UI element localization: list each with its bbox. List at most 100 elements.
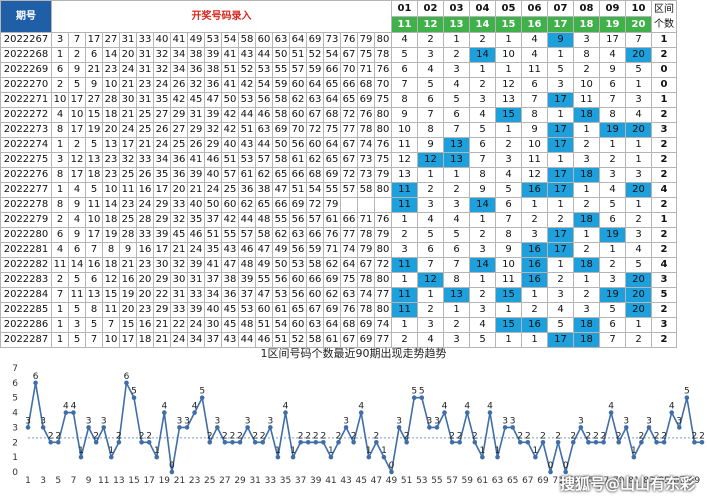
zone-cell: 1 [573,227,600,243]
draw-number-cell: 29 [204,137,222,153]
zone-subheader-1: 11 [391,16,418,33]
data-point [411,395,417,401]
zone-cell: 11 [391,257,418,273]
data-point [616,439,621,445]
draw-number-cell: 21 [136,137,154,153]
zone-cell: 5 [443,92,470,108]
draw-number-cell: 15 [102,287,120,303]
table-row: 2022268 1 2 6 14 20 31 32 34 38 39 41 43 44 50 51 52 54 67… [0,47,677,63]
zone-cell: 6 [443,107,470,123]
table-row: 2022278 8 9 11 14 23 24 29 33 40 50 60 62 65 66 69 72 79 1… [0,197,677,213]
data-point [86,425,91,430]
data-label: 2 [55,431,61,441]
data-point [396,425,402,430]
draw-number-cell: 40 [153,32,171,48]
data-point [162,410,167,415]
draw-number-cell: 47 [255,287,273,303]
data-point [654,439,659,445]
draw-number-cell: 74 [357,287,375,303]
draw-number-cell: 64 [323,317,341,333]
period-cell: 2022269 [0,62,52,78]
draw-number-cell: 19 [119,287,137,303]
draw-number-cell: 3 [68,317,86,333]
zone-count-cell: 1 [651,32,677,48]
period-cell: 2022282 [0,257,52,273]
data-label: 2 [540,431,546,441]
draw-number-cell: 39 [153,227,171,243]
zone-cell: 4 [417,212,444,228]
draw-number-cell: 76 [374,62,392,78]
zone-cell: 1 [469,212,496,228]
zone-count-cell: 4 [651,257,677,273]
zone-cell: 15 [495,107,522,123]
draw-number-cell: 25 [136,122,154,138]
data-point [169,469,175,475]
x-tick-label: 29 [234,476,246,486]
data-point [548,469,553,475]
table-row: 2022277 1 4 5 10 11 16 17 20 21 24 25 36 38 47 51 54 55 57… [0,182,677,198]
draw-number-cell: 74 [374,317,392,333]
draw-number-cell: 33 [170,302,188,318]
zone-cell: 13 [495,92,522,108]
draw-number-cell: 65 [323,152,341,168]
zone-cell: 1 [547,197,574,213]
zone-cell: 2 [391,332,418,348]
zone-cell: 3 [391,242,418,258]
draw-number-cell: 73 [357,152,375,168]
zone-subheader-7: 17 [547,16,574,33]
draw-number-cell: 79 [323,197,341,213]
draw-number-cell: 8 [51,197,69,213]
table-title: 开奖号码录入 [51,0,392,33]
data-point [321,439,326,445]
draw-number-cell: 58 [306,257,324,273]
draw-number-cell: 66 [306,227,324,243]
draw-number-cell: 60 [221,197,239,213]
zone-cell: 1 [443,302,470,318]
draw-number-cell: 51 [221,62,239,78]
zone-cell: 2 [521,212,548,228]
draw-number-cell: 50 [272,47,290,63]
y-tick-label: 0 [12,468,18,478]
zone-cell: 1 [625,137,652,153]
draw-number-cell: 64 [340,257,358,273]
draw-number-cell: 14 [102,197,120,213]
zone-cell: 5 [625,257,652,273]
zone-cell: 2 [521,302,548,318]
data-label: 2 [320,431,326,441]
draw-number-cell: 40 [204,167,222,183]
data-label: 3 [578,416,584,426]
zone-cell: 1 [625,77,652,93]
table-row: 2022285 1 5 8 11 20 23 29 33 39 40 45 53 60 61 65 67 69 76… [0,302,677,318]
draw-number-cell: 71 [357,62,375,78]
zone-cell: 3 [469,302,496,318]
zone-cell: 11 [391,287,418,303]
draw-number-cell: 69 [323,167,341,183]
watermark: 搜狐号@山山有东彩 [559,475,695,493]
draw-number-cell: 28 [119,227,137,243]
zone-count-cell: 2 [651,137,677,153]
zone-subheader-9: 19 [599,16,626,33]
zone-cell: 3 [495,152,522,168]
zone-cell: 3 [625,167,652,183]
draw-number-cell: 41 [221,47,239,63]
draw-number-cell: 42 [221,107,239,123]
draw-number-cell: 39 [187,257,205,273]
data-point [154,454,160,460]
table-row: 2022283 2 5 6 12 16 20 29 30 31 37 38 39 55 56 60 66 69 75… [0,272,677,288]
table-row: 2022267 3 7 17 27 31 33 40 41 49 53 54 58 60 63 64 69 73 7… [0,32,677,48]
draw-number-cell: 27 [85,92,103,108]
draw-number-cell: 57 [340,182,358,198]
zone-cell: 11 [495,272,522,288]
draw-number-cell: 72 [306,197,324,213]
draw-number-cell: 34 [204,287,222,303]
zone-cell: 7 [417,107,444,123]
data-label: 2 [222,431,228,441]
y-tick-label: 7 [12,364,18,374]
zone-cell: 12 [417,152,444,168]
draw-number-cell: 9 [85,77,103,93]
zone-cell: 3 [547,287,574,303]
draw-number-cell: 36 [204,77,222,93]
draw-number-cell: 52 [306,47,324,63]
draw-number-cell: 56 [289,287,307,303]
table-row: 2022287 1 5 7 10 17 18 21 24 34 37 43 44 46 51 52 58 61 67… [0,332,677,348]
